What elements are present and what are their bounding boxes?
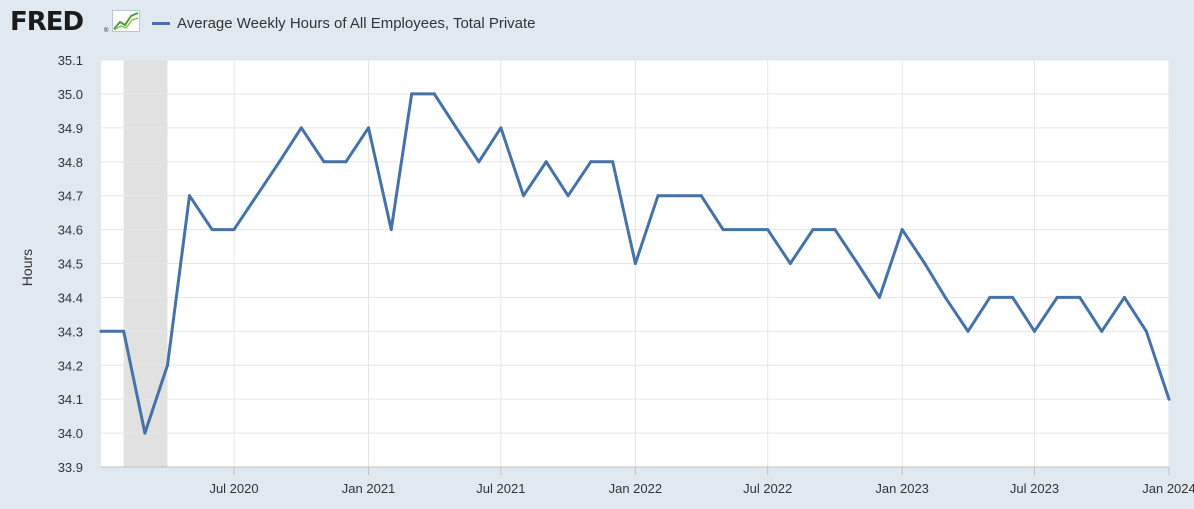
data-point	[988, 295, 992, 299]
data-point	[432, 92, 436, 96]
data-point	[744, 228, 748, 232]
data-point	[322, 160, 326, 164]
y-tick-label: 34.8	[58, 155, 83, 170]
data-point	[566, 194, 570, 198]
y-tick-label: 34.6	[58, 223, 83, 238]
data-point	[900, 228, 904, 232]
y-tick-label: 34.2	[58, 358, 83, 373]
data-point	[143, 431, 147, 435]
x-tick-label: Jan 2021	[342, 481, 396, 496]
y-tick-label: 34.5	[58, 257, 83, 272]
legend-series-label: Average Weekly Hours of All Employees, T…	[177, 14, 536, 32]
data-point	[943, 295, 947, 299]
data-point	[811, 228, 815, 232]
data-point	[1055, 295, 1059, 299]
chart-legend[interactable]: Average Weekly Hours of All Employees, T…	[152, 12, 536, 34]
data-point	[544, 160, 548, 164]
data-point	[410, 92, 414, 96]
data-point	[1011, 295, 1015, 299]
data-point	[1032, 329, 1036, 333]
data-point	[1122, 295, 1126, 299]
data-point	[122, 329, 126, 333]
data-point	[210, 228, 214, 232]
data-point	[166, 363, 170, 367]
data-point	[389, 228, 393, 232]
x-tick-label: Jan 2023	[875, 481, 929, 496]
data-point	[923, 262, 927, 265]
data-point	[367, 126, 371, 130]
data-point	[499, 126, 503, 130]
data-point	[255, 194, 259, 198]
data-point	[1100, 329, 1104, 333]
data-point	[788, 262, 792, 265]
y-tick-label: 34.9	[58, 121, 83, 136]
chart-line-icon	[112, 10, 140, 37]
data-point	[522, 194, 526, 198]
data-point	[589, 160, 593, 164]
y-tick-label: 34.1	[58, 392, 83, 407]
x-tick-label: Jul 2023	[1010, 481, 1059, 496]
data-point	[611, 160, 615, 164]
fred-logo[interactable]: FRED	[10, 7, 84, 37]
data-point	[766, 228, 770, 232]
data-point	[232, 228, 236, 232]
legend-series-swatch	[152, 21, 170, 25]
data-point	[856, 262, 860, 265]
data-point	[1078, 295, 1082, 299]
data-point	[656, 194, 660, 198]
y-tick-label: 34.0	[58, 426, 83, 441]
data-point	[878, 295, 882, 299]
x-tick-label: Jul 2020	[209, 481, 258, 496]
y-tick-label: 33.9	[58, 460, 83, 475]
y-tick-label: 35.1	[58, 53, 83, 68]
data-point	[99, 329, 103, 333]
x-tick-label: Jan 2022	[609, 481, 663, 496]
y-tick-label: 34.7	[58, 189, 83, 204]
data-point	[1144, 329, 1148, 333]
chart-header: FRED ® Average Weekly Hours of All Emplo…	[0, 0, 1194, 44]
data-point	[187, 194, 191, 198]
data-point	[966, 329, 970, 333]
registered-mark: ®	[104, 28, 109, 34]
data-point	[477, 160, 481, 164]
data-point	[699, 194, 703, 198]
data-point	[833, 228, 837, 232]
data-point	[344, 160, 348, 164]
y-tick-label: 35.0	[58, 87, 83, 102]
x-tick-label: Jul 2021	[476, 481, 525, 496]
data-point	[299, 126, 303, 130]
x-tick-label: Jan 2024	[1142, 481, 1194, 496]
data-point	[1167, 397, 1171, 401]
data-point	[454, 126, 458, 130]
x-tick-label: Jul 2022	[743, 481, 792, 496]
data-point	[633, 262, 637, 265]
y-tick-label: 34.4	[58, 290, 83, 305]
data-point	[277, 160, 281, 164]
data-point	[676, 194, 680, 198]
data-point	[721, 228, 725, 232]
y-tick-label: 34.3	[58, 324, 83, 339]
y-axis-label: Hours	[19, 249, 35, 286]
